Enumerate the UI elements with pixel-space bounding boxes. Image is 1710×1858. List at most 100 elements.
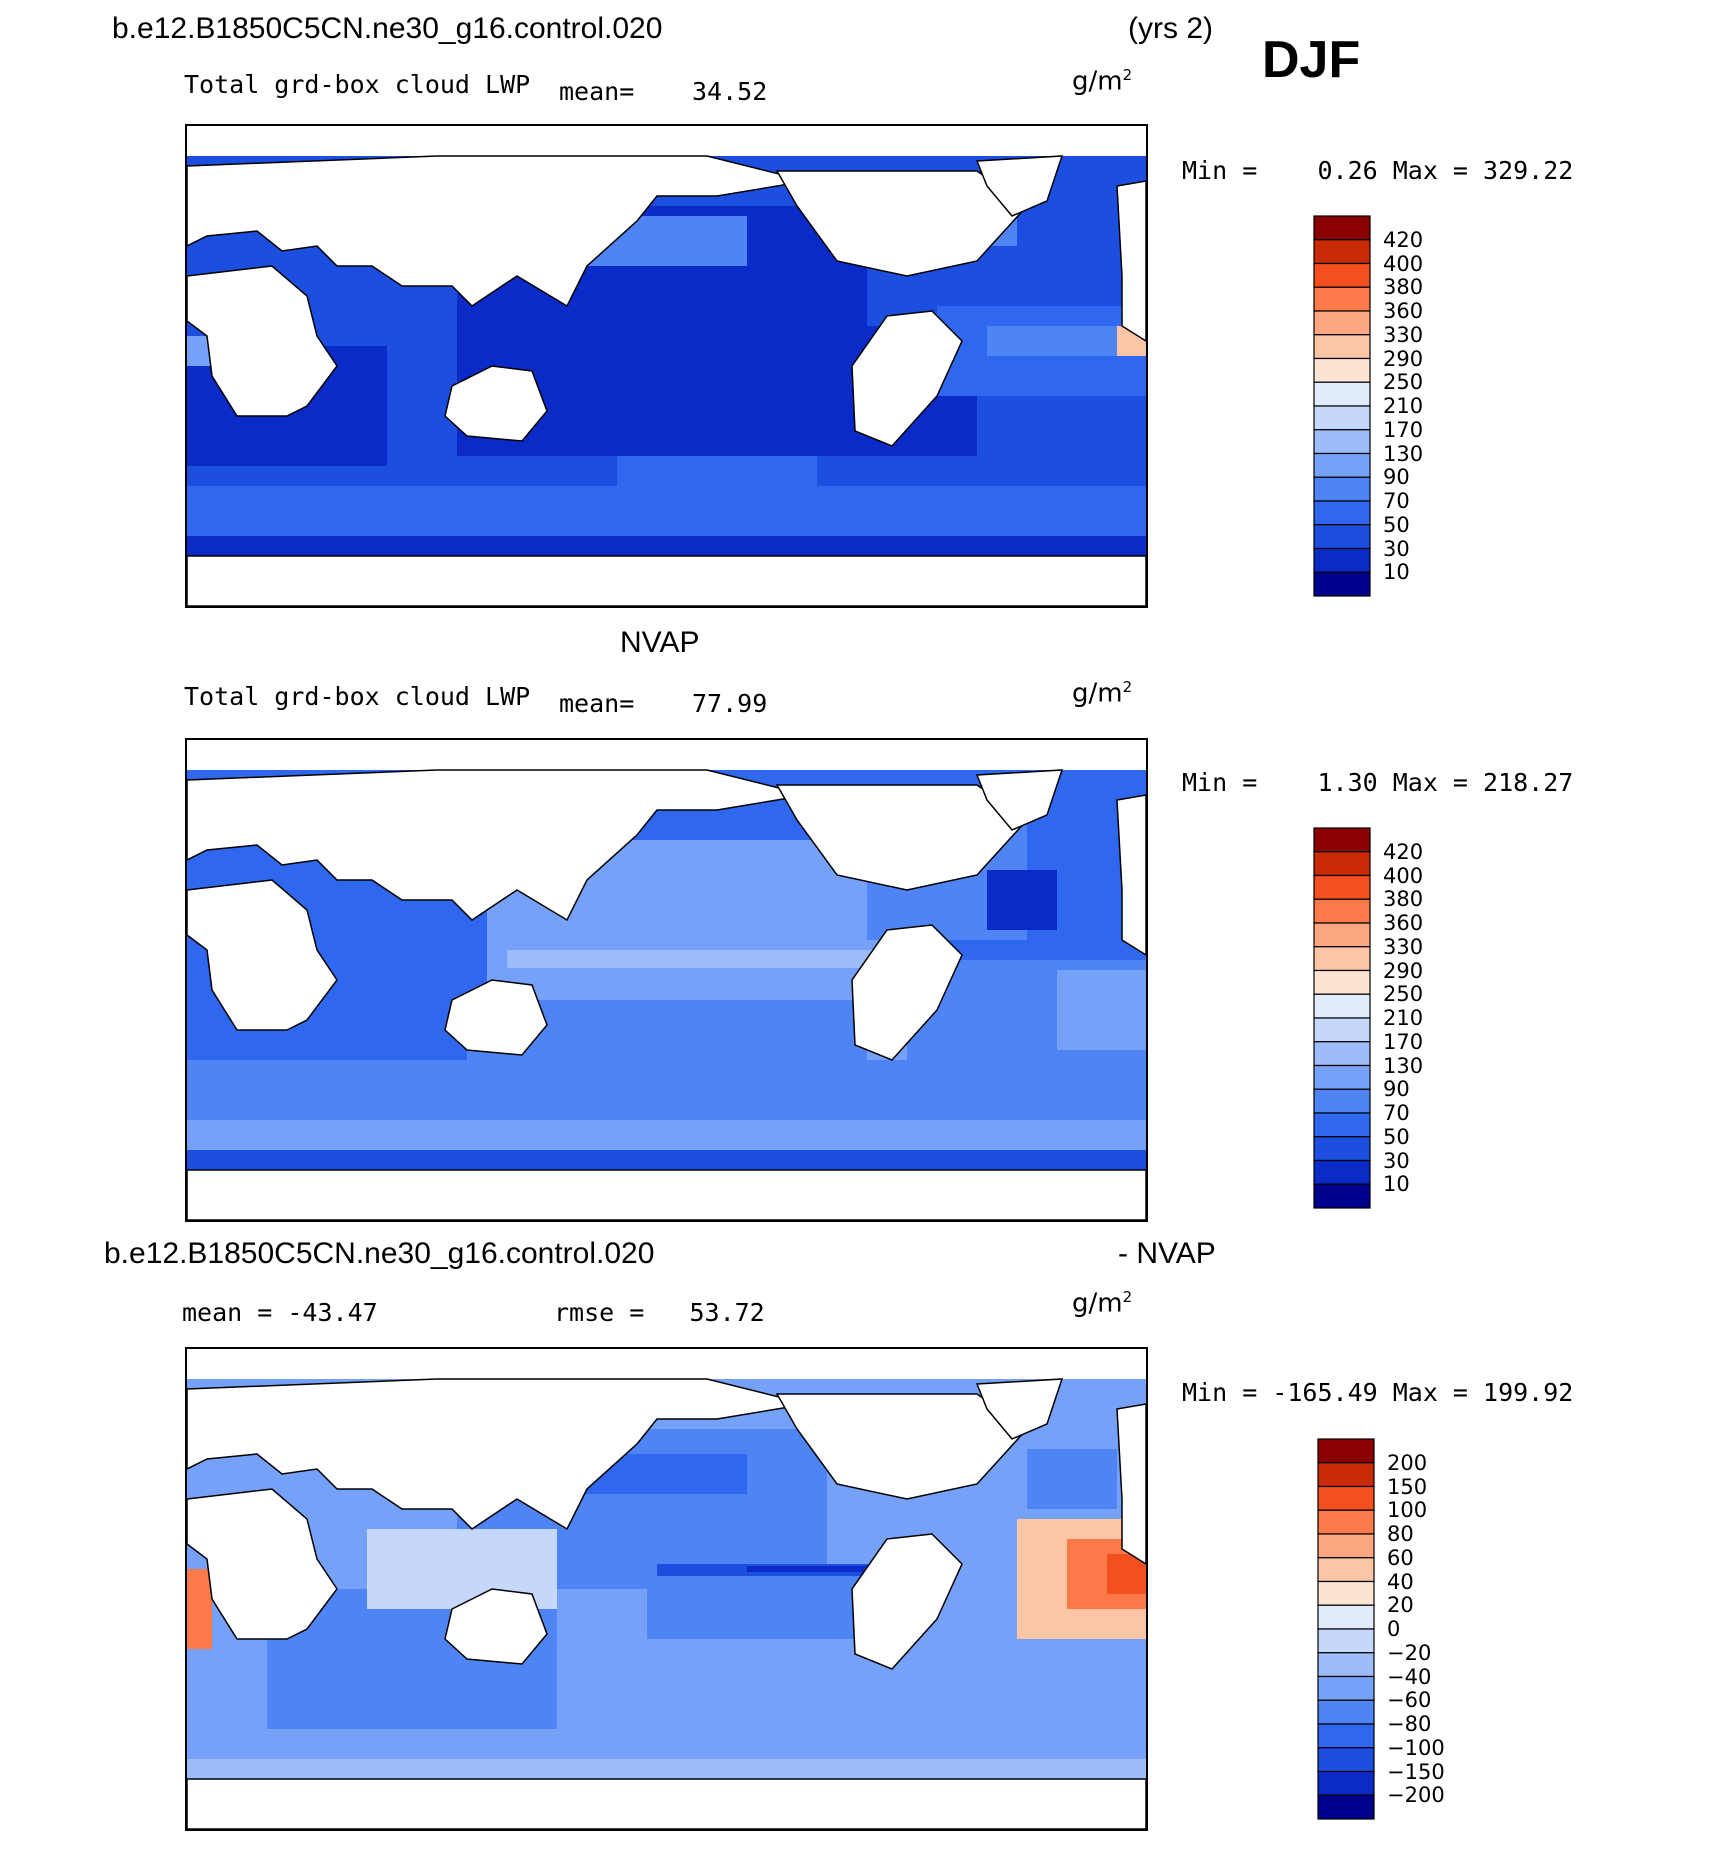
colorbar-tick-label: 80 xyxy=(1387,1522,1414,1546)
colorbar-box xyxy=(1313,827,1371,853)
colorbar-tick-label: 400 xyxy=(1383,863,1424,888)
colorbar-tick-label: 250 xyxy=(1383,982,1424,1007)
panel3-minmax: Min = -165.49 Max = 199.92 xyxy=(1182,1378,1574,1407)
panel3-map xyxy=(185,1347,1148,1831)
season-label: DJF xyxy=(1262,31,1361,89)
panel1-minmax: Min = 0.26 Max = 329.22 xyxy=(1182,156,1574,185)
panel1-mean-label: mean= xyxy=(559,77,635,106)
colorbar-tick-label: 50 xyxy=(1383,512,1410,537)
europe-east-outline xyxy=(1116,794,1146,956)
colorbar-box xyxy=(1313,334,1371,360)
colorbar-tick-label: 40 xyxy=(1387,1569,1414,1594)
colorbar-box xyxy=(1313,357,1371,383)
panel2-colorbar: 420 400 380 360 330 290 250 210 170 130 90 70 50 30 10 xyxy=(1313,827,1423,1214)
panel3-unit: g/m2 xyxy=(1072,1288,1133,1319)
colorbar-tick-label: 10 xyxy=(1383,1172,1410,1197)
colorbar-box xyxy=(1317,1652,1375,1678)
colorbar-tick-label: 170 xyxy=(1383,1029,1424,1054)
colorbar-box xyxy=(1317,1438,1375,1464)
panel2-variable: Total grd-box cloud LWP xyxy=(184,682,531,711)
colorbar-tick-label: 420 xyxy=(1383,227,1424,252)
panel1-variable: Total grd-box cloud LWP xyxy=(184,70,531,99)
europe-east-outline xyxy=(1116,180,1146,342)
south-america-outline xyxy=(851,310,963,447)
colorbar-box xyxy=(1317,1794,1375,1820)
africa-outline xyxy=(187,1488,338,1640)
europe-east-outline xyxy=(1116,1403,1146,1565)
colorbar-box xyxy=(1317,1675,1375,1701)
colorbar-tick-label: 380 xyxy=(1383,887,1424,912)
colorbar-tick-label: −80 xyxy=(1387,1712,1432,1736)
colorbar-box xyxy=(1313,452,1371,478)
colorbar-box xyxy=(1317,1557,1375,1583)
colorbar-tick-label: 0 xyxy=(1387,1617,1401,1641)
colorbar-box xyxy=(1313,1159,1371,1185)
colorbar-tick-label: 170 xyxy=(1383,417,1424,442)
antarctica-outline xyxy=(187,1778,1146,1829)
colorbar-box xyxy=(1317,1770,1375,1796)
colorbar-box xyxy=(1313,898,1371,924)
africa-outline xyxy=(187,265,338,417)
panel1-colorbar: 420 400 380 360 330 290 250 210 170 130 90 70 50 30 10 xyxy=(1313,215,1423,602)
colorbar-box xyxy=(1313,874,1371,900)
colorbar-box xyxy=(1317,1604,1375,1630)
colorbar-tick-label: −20 xyxy=(1387,1640,1432,1665)
colorbar-tick-label: 20 xyxy=(1387,1593,1414,1618)
colorbar-box xyxy=(1313,405,1371,431)
colorbar-box xyxy=(1313,1064,1371,1090)
australia-outline xyxy=(444,979,548,1056)
panel1-mean-value: 34.52 xyxy=(692,77,768,106)
panel2-minmax: Min = 1.30 Max = 218.27 xyxy=(1182,768,1574,797)
panel1-map xyxy=(185,124,1148,608)
colorbar-tick-label: 200 xyxy=(1387,1450,1428,1475)
panel2-mean-label: mean= xyxy=(559,689,635,718)
colorbar-tick-label: 360 xyxy=(1383,911,1424,935)
eurasia-outline xyxy=(187,769,808,922)
panel1-unit: g/m2 xyxy=(1072,66,1133,97)
colorbar-tick-label: −60 xyxy=(1387,1688,1432,1713)
obs-title: NVAP xyxy=(620,626,700,659)
eurasia-outline xyxy=(187,155,808,308)
colorbar-box xyxy=(1313,1088,1371,1114)
colorbar-tick-label: 210 xyxy=(1383,394,1424,418)
colorbar-tick-label: −150 xyxy=(1387,1759,1445,1784)
south-america-outline xyxy=(851,1533,963,1670)
greenland-outline xyxy=(975,1378,1064,1440)
colorbar-box xyxy=(1313,1112,1371,1138)
colorbar-box xyxy=(1313,851,1371,877)
greenland-outline xyxy=(975,155,1064,217)
panel2-mean-value: 77.99 xyxy=(692,689,768,718)
panel2-map-svg xyxy=(187,769,1146,1220)
panel3-map-svg xyxy=(187,1378,1146,1829)
colorbar-box xyxy=(1313,946,1371,972)
eurasia-outline xyxy=(187,1378,808,1531)
colorbar-box xyxy=(1313,547,1371,573)
colorbar-box xyxy=(1313,500,1371,526)
africa-outline xyxy=(187,879,338,1031)
panel2-map xyxy=(185,738,1148,1222)
colorbar-box xyxy=(1317,1747,1375,1773)
colorbar-tick-label: −40 xyxy=(1387,1664,1432,1689)
south-america-outline xyxy=(851,924,963,1061)
colorbar-tick-label: 70 xyxy=(1383,1101,1410,1125)
years-label: (yrs 2) xyxy=(1128,12,1213,45)
colorbar-box xyxy=(1313,524,1371,550)
colorbar-tick-label: 290 xyxy=(1383,958,1424,983)
colorbar-tick-label: 30 xyxy=(1383,536,1410,561)
model-case-title: b.e12.B1850C5CN.ne30_g16.control.020 xyxy=(112,12,663,45)
colorbar-box xyxy=(1313,310,1371,336)
antarctica-outline xyxy=(187,1169,1146,1220)
colorbar-tick-label: 420 xyxy=(1383,839,1424,864)
colorbar-box xyxy=(1313,571,1371,597)
colorbar-tick-label: 330 xyxy=(1383,934,1424,959)
panel2-colorbar-svg xyxy=(1313,827,1371,1209)
antarctica-outline xyxy=(187,555,1146,606)
colorbar-tick-label: 330 xyxy=(1383,322,1424,347)
colorbar-box xyxy=(1313,1183,1371,1209)
colorbar-tick-label: 90 xyxy=(1383,465,1410,490)
colorbar-tick-label: 360 xyxy=(1383,299,1424,323)
colorbar-box xyxy=(1313,969,1371,995)
colorbar-box xyxy=(1317,1580,1375,1606)
colorbar-tick-label: 150 xyxy=(1387,1474,1428,1499)
panel1-map-svg xyxy=(187,155,1146,606)
